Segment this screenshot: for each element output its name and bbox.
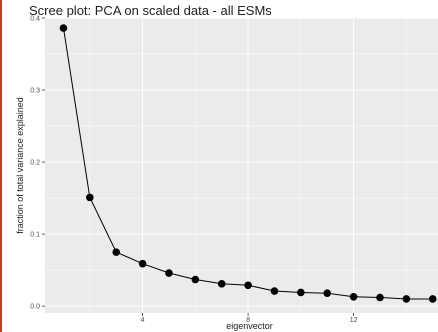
minor-gridlines (45, 18, 438, 313)
data-point (217, 280, 226, 288)
x-axis-title: eigenvector (226, 321, 273, 331)
left-edge-rule (0, 0, 2, 332)
data-point (191, 275, 200, 284)
data-points (59, 24, 437, 303)
data-point (270, 287, 279, 295)
data-point (86, 193, 94, 202)
x-tick-label: 12 (350, 317, 358, 324)
data-point (402, 295, 411, 303)
data-point (349, 292, 358, 301)
y-tick-label: 0.0 (30, 304, 40, 311)
data-point (59, 24, 68, 32)
y-tick-label: 0.3 (30, 88, 40, 95)
data-point (244, 281, 252, 290)
data-point (323, 289, 332, 297)
data-point (165, 269, 173, 277)
x-tick-label: 4 (141, 317, 145, 324)
data-point (138, 259, 147, 268)
major-gridlines (45, 17, 438, 313)
y-tick-label: 0.1 (30, 232, 40, 239)
data-point (112, 248, 121, 256)
x-axis-ticks: 4 8 12 (141, 313, 358, 324)
chart-title: Scree plot: PCA on scaled data - all ESM… (29, 3, 272, 18)
y-axis-ticks: 0.0 0.1 0.2 0.3 0.4 (30, 16, 45, 311)
y-axis-title: fraction of total variance explained (15, 97, 25, 234)
data-point (297, 288, 305, 297)
data-point (428, 295, 437, 303)
data-point (376, 293, 384, 302)
plot-panel (45, 18, 438, 313)
y-tick-label: 0.4 (30, 16, 40, 23)
y-tick-label: 0.2 (30, 160, 40, 167)
x-tick-label: 8 (246, 317, 250, 324)
